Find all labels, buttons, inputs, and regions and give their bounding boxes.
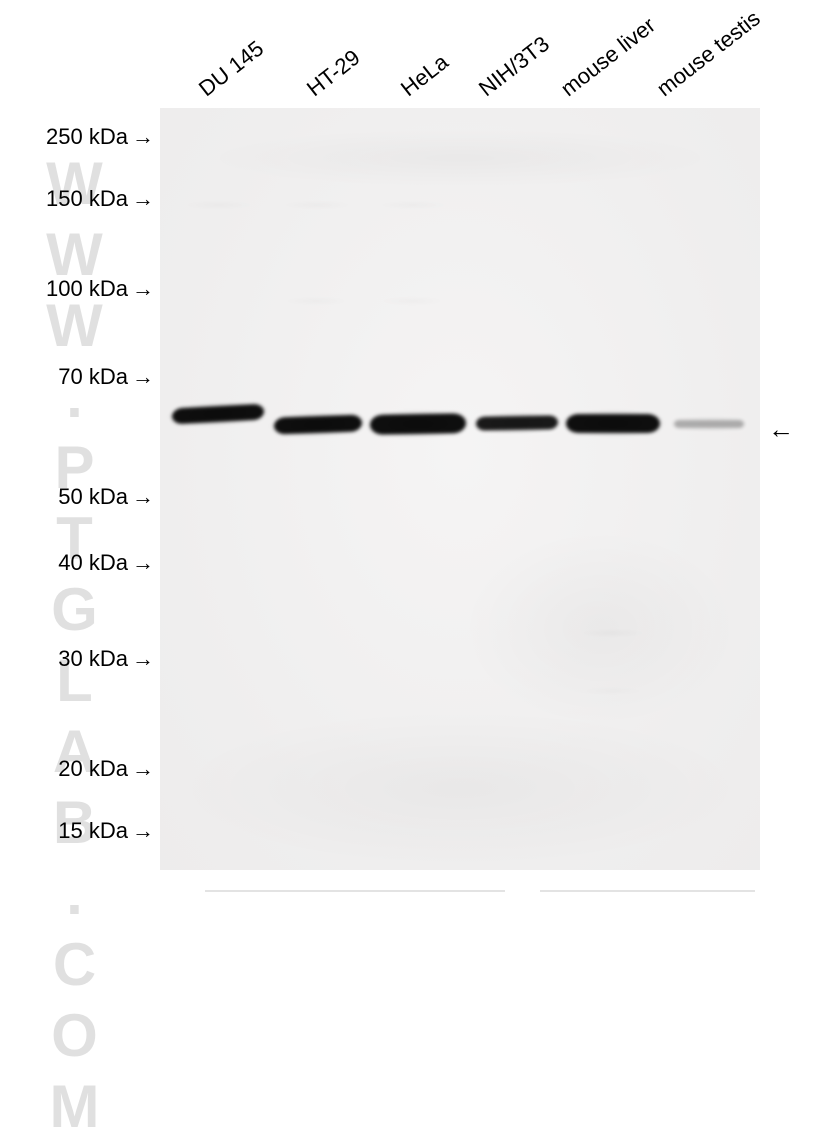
- footer-line: [205, 890, 505, 892]
- marker-0: 250 kDa→: [4, 124, 154, 150]
- arrow-right-icon: →: [132, 550, 154, 576]
- smudge: [200, 128, 720, 188]
- marker-label: 30 kDa: [58, 646, 128, 671]
- band-lane-0: [172, 404, 264, 425]
- ghost-band: [280, 296, 352, 306]
- marker-label: 150 kDa: [46, 186, 128, 211]
- marker-label: 40 kDa: [58, 550, 128, 575]
- lane-label-4: mouse liver: [556, 12, 661, 102]
- arrow-right-icon: →: [132, 756, 154, 782]
- arrow-right-icon: →: [132, 276, 154, 302]
- marker-label: 50 kDa: [58, 484, 128, 509]
- marker-2: 100 kDa→: [4, 276, 154, 302]
- marker-label: 15 kDa: [58, 818, 128, 843]
- ghost-band: [576, 686, 650, 696]
- band-lane-3: [476, 415, 558, 430]
- arrow-right-icon: →: [132, 364, 154, 390]
- target-band-arrow-icon: ←: [768, 414, 794, 445]
- lane-label-1: HT-29: [302, 45, 365, 102]
- marker-8: 15 kDa→: [4, 818, 154, 844]
- marker-7: 20 kDa→: [4, 756, 154, 782]
- ghost-band: [376, 296, 448, 306]
- lane-label-3: NIH/3T3: [474, 31, 555, 102]
- marker-label: 20 kDa: [58, 756, 128, 781]
- ghost-band: [576, 628, 650, 638]
- band-lane-1: [274, 414, 362, 434]
- arrow-right-icon: →: [132, 818, 154, 844]
- ghost-band: [374, 200, 452, 210]
- marker-3: 70 kDa→: [4, 364, 154, 390]
- ghost-band: [180, 200, 258, 210]
- figure-root: WWW.PTGLAB.COM DU 145 HT-29 HeLa NIH/3T3…: [0, 0, 820, 903]
- marker-label: 100 kDa: [46, 276, 128, 301]
- ghost-band: [278, 200, 356, 210]
- marker-5: 40 kDa→: [4, 550, 154, 576]
- band-lane-5: [674, 420, 744, 428]
- lane-label-5: mouse testis: [652, 5, 765, 102]
- blot-membrane: [160, 108, 760, 870]
- smudge: [170, 708, 750, 868]
- marker-label: 250 kDa: [46, 124, 128, 149]
- arrow-right-icon: →: [132, 124, 154, 150]
- lane-label-0: DU 145: [194, 36, 269, 102]
- marker-4: 50 kDa→: [4, 484, 154, 510]
- arrow-right-icon: →: [132, 186, 154, 212]
- marker-6: 30 kDa→: [4, 646, 154, 672]
- footer-line: [540, 890, 755, 892]
- marker-label: 70 kDa: [58, 364, 128, 389]
- band-lane-4: [566, 414, 660, 433]
- marker-1: 150 kDa→: [4, 186, 154, 212]
- lane-label-2: HeLa: [396, 49, 453, 102]
- arrow-right-icon: →: [132, 646, 154, 672]
- band-lane-2: [370, 413, 466, 435]
- arrow-right-icon: →: [132, 484, 154, 510]
